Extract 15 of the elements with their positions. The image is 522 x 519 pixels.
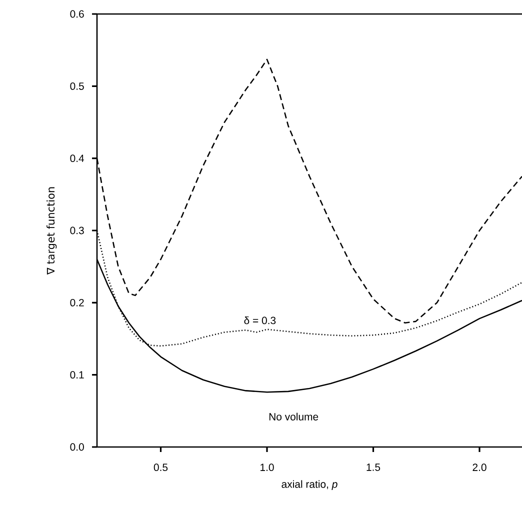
x-tick-label: 0.5 xyxy=(154,464,168,472)
y-tick-label: 0.5 xyxy=(70,82,84,90)
y-tick-label: 0.3 xyxy=(70,226,84,234)
y-tick-label: 0.4 xyxy=(70,154,84,162)
y-tick-label: 0.1 xyxy=(70,371,84,379)
y-axis-title: ∇ target function xyxy=(46,187,57,275)
y-tick-label: 0.0 xyxy=(70,443,84,451)
y-tick-label: 0.6 xyxy=(70,10,84,18)
x-tick-label: 2.0 xyxy=(472,464,486,472)
series-label: No volume xyxy=(269,412,318,420)
series-label: δ = 0.3 xyxy=(244,316,276,324)
x-tick-label: 1.5 xyxy=(366,464,380,471)
x-axis-title: axial ratio, p xyxy=(282,480,338,490)
x-tick-label: 1.0 xyxy=(260,464,274,472)
y-tick-label: 0.2 xyxy=(70,298,84,306)
